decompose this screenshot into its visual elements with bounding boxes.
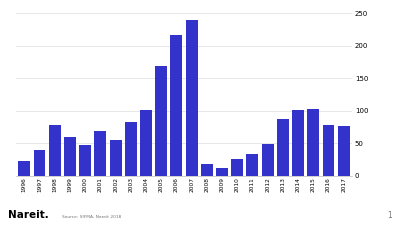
Bar [125,122,137,176]
Bar [216,168,228,176]
Bar [79,145,91,176]
Text: 1: 1 [387,212,392,220]
Bar [186,20,198,176]
Bar [246,154,258,176]
Text: Nareit.: Nareit. [8,211,49,220]
Bar [277,119,289,176]
Bar [110,140,122,176]
Bar [64,137,76,176]
Bar [155,66,167,176]
Bar [307,109,319,176]
Bar [262,144,274,176]
Bar [49,125,61,176]
Text: Source: SIFMA, Nareit 2018: Source: SIFMA, Nareit 2018 [62,215,121,219]
Bar [322,125,334,176]
Bar [170,35,182,176]
Bar [140,110,152,176]
Bar [292,110,304,176]
Bar [201,164,213,176]
Bar [231,159,243,176]
Bar [338,126,350,176]
Bar [18,161,30,176]
Bar [94,131,106,176]
Bar [34,150,46,176]
